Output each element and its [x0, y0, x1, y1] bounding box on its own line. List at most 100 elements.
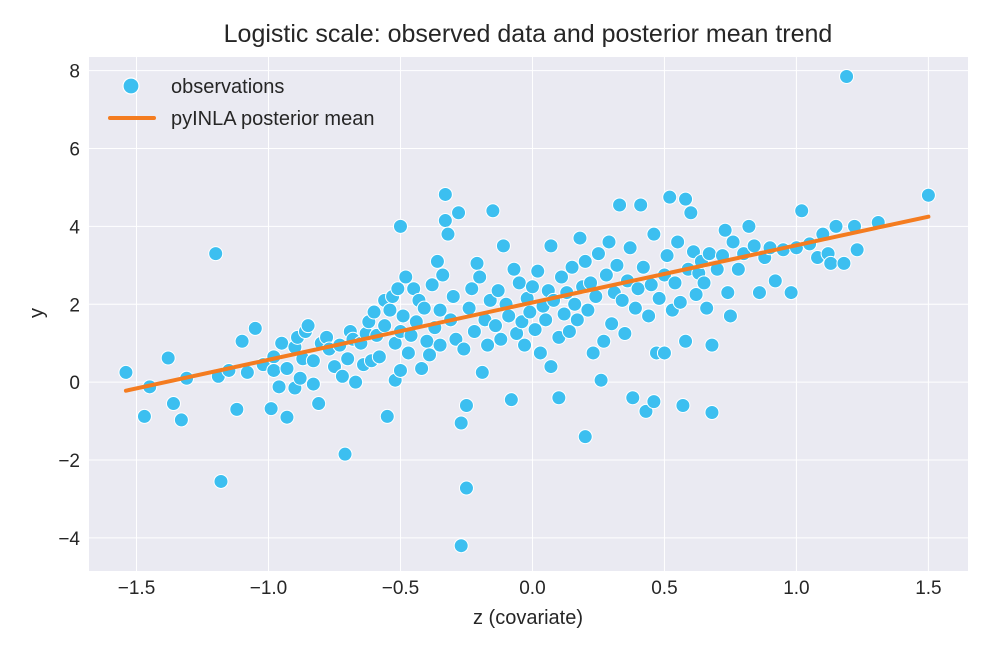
observation-point	[625, 390, 641, 406]
observation-point	[577, 253, 593, 269]
x-tick-label: 0.0	[519, 578, 545, 599]
observation-point	[118, 364, 134, 380]
observation-point	[767, 273, 783, 289]
observation-point	[208, 246, 224, 262]
observation-point	[920, 187, 936, 203]
observation-point	[311, 396, 327, 412]
observation-point	[482, 292, 498, 308]
x-axis-label: z (covariate)	[473, 607, 583, 629]
observation-point	[783, 285, 799, 301]
observation-point	[641, 308, 657, 324]
trend-line	[123, 214, 931, 393]
observation-point	[609, 257, 625, 273]
observation-point	[656, 345, 672, 361]
observation-point	[823, 255, 839, 271]
observation-point	[279, 409, 295, 425]
y-tick-label: 0	[69, 373, 80, 394]
observation-point	[678, 191, 694, 207]
observation-point	[371, 349, 387, 365]
observation-point	[638, 403, 654, 419]
observation-point	[630, 281, 646, 297]
observation-point	[530, 263, 546, 279]
observation-point	[580, 302, 596, 318]
observation-point	[622, 240, 638, 256]
observation-point	[511, 275, 527, 291]
observation-point	[213, 473, 229, 489]
observation-point	[561, 324, 577, 340]
legend: observations pyINLA posterior mean	[108, 76, 374, 130]
observation-point	[688, 287, 704, 303]
observation-point	[414, 361, 430, 377]
observation-point	[685, 244, 701, 260]
observation-point	[667, 275, 683, 291]
observation-point	[617, 325, 633, 341]
observation-point	[532, 345, 548, 361]
y-tick-label: −4	[58, 529, 80, 550]
observation-point	[643, 277, 659, 293]
observation-point	[274, 335, 290, 351]
observation-point	[348, 374, 364, 390]
observation-point	[704, 405, 720, 421]
observation-point	[485, 203, 501, 219]
observation-point	[564, 259, 580, 275]
observation-point	[601, 234, 617, 250]
observation-point	[326, 359, 342, 375]
observation-point	[627, 300, 643, 316]
observation-point	[437, 186, 453, 202]
observation-point	[448, 331, 464, 347]
observation-point	[451, 205, 467, 221]
observation-point	[633, 197, 649, 213]
observation-point	[699, 300, 715, 316]
observation-point	[659, 248, 675, 264]
observation-point	[672, 294, 688, 310]
observation-point	[472, 269, 488, 285]
observation-point	[390, 281, 406, 297]
observation-point	[590, 246, 606, 262]
observation-point	[382, 302, 398, 318]
observation-point	[506, 261, 522, 277]
observation-point	[678, 333, 694, 349]
observation-point	[567, 296, 583, 312]
observation-point	[392, 218, 408, 234]
observation-point	[480, 337, 496, 353]
y-tick-label: 6	[69, 140, 80, 161]
observation-point	[596, 333, 612, 349]
y-tick-labels: −4 −2 0 2 4 6 8	[58, 62, 80, 550]
observation-point	[229, 401, 245, 417]
observation-point	[437, 213, 453, 229]
observation-point	[495, 238, 511, 254]
observation-point	[746, 238, 762, 254]
observation-point	[635, 259, 651, 275]
legend-marker-observations	[122, 77, 140, 95]
observation-point	[612, 197, 628, 213]
observation-point	[305, 353, 321, 369]
observation-point	[247, 320, 263, 336]
observation-point	[572, 230, 588, 246]
observation-point	[717, 222, 733, 238]
observation-point	[730, 261, 746, 277]
observation-point	[646, 394, 662, 410]
observation-point	[366, 304, 382, 320]
y-tick-label: 8	[69, 62, 80, 83]
observation-point	[670, 234, 686, 250]
observation-point	[429, 253, 445, 269]
observation-point	[849, 242, 865, 258]
y-tick-label: 4	[69, 217, 80, 238]
observation-point	[419, 333, 435, 349]
x-tick-label: −0.5	[382, 578, 420, 599]
observation-point	[440, 226, 456, 242]
observation-point	[646, 226, 662, 242]
observation-point	[828, 218, 844, 234]
observation-point	[395, 308, 411, 324]
observation-point	[453, 415, 469, 431]
observation-point	[675, 398, 691, 414]
observation-point	[340, 351, 356, 367]
y-axis-label: y	[26, 308, 48, 318]
legend-label-observations: observations	[171, 76, 284, 98]
observation-point	[239, 364, 255, 380]
observation-points	[118, 68, 936, 554]
observation-point	[704, 337, 720, 353]
observation-point	[435, 267, 451, 283]
observation-point	[577, 429, 593, 445]
